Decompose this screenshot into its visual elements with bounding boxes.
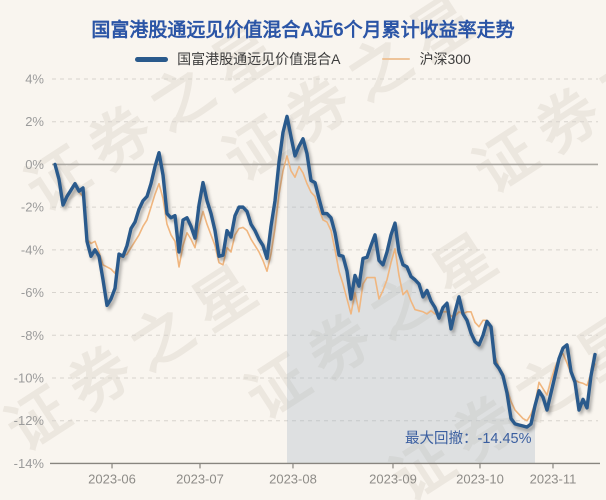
y-axis-label: 0% — [25, 157, 44, 172]
y-axis-label: -6% — [21, 285, 45, 300]
max-drawdown-annotation: 最大回撤：-14.45% — [405, 431, 532, 447]
x-axis-label: 2023-07 — [176, 471, 224, 486]
y-axis-label: -8% — [21, 328, 45, 343]
legend-item-csi300[interactable]: 沪深300 — [382, 49, 471, 69]
legend-label-csi300: 沪深300 — [419, 51, 471, 67]
fund-return-line — [53, 114, 597, 429]
chart-legend: 国富港股通远见价值混合A 沪深300 — [0, 49, 606, 69]
x-axis-label: 2023-08 — [269, 471, 317, 486]
y-axis-label: -14% — [14, 456, 45, 471]
x-axis-label: 2023-09 — [369, 471, 417, 486]
legend-item-fund[interactable]: 国富港股通远见价值混合A — [135, 49, 340, 69]
max-drawdown-region — [287, 116, 535, 464]
y-axis-label: -2% — [21, 200, 45, 215]
y-axis-label: 4% — [25, 72, 44, 87]
x-axis-label: 2023-10 — [456, 471, 504, 486]
y-axis-label: -4% — [21, 242, 45, 257]
chart-title: 国富港股通远见价值混合A近6个月累计收益率走势 — [91, 20, 515, 41]
y-axis-label: -12% — [14, 413, 45, 428]
x-axis-label: 2023-06 — [88, 471, 136, 486]
fund-line-swatch-icon — [135, 56, 169, 62]
x-axis-label: 2023-11 — [530, 471, 577, 486]
y-axis-label: -10% — [14, 370, 45, 385]
y-axis-label: 2% — [25, 114, 44, 129]
legend-label-fund: 国富港股通远见价值混合A — [177, 51, 341, 67]
csi300-line-swatch-icon — [382, 58, 411, 60]
